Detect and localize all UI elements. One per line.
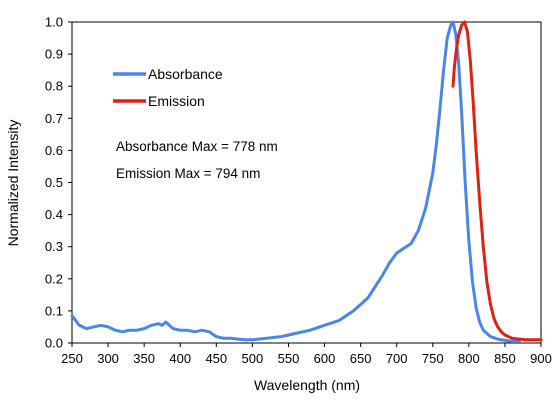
y-tick-label: 0.2	[45, 271, 63, 286]
x-tick-label: 400	[169, 351, 191, 366]
y-tick-label: 0.4	[45, 207, 63, 222]
x-tick-label: 550	[278, 351, 300, 366]
y-tick-label: 0.6	[45, 143, 63, 158]
x-tick-label: 250	[61, 351, 83, 366]
legend: Absorbance Emission	[113, 66, 223, 109]
annotation-emission-max: Emission Max = 794 nm	[116, 166, 260, 181]
legend-label-absorbance: Absorbance	[148, 66, 223, 82]
x-tick-label: 850	[494, 351, 516, 366]
y-tick-label: 0.0	[45, 336, 63, 351]
x-tick-label: 300	[97, 351, 119, 366]
y-axis-title: Normalized Intensity	[5, 120, 21, 247]
y-tick-label: 1.0	[45, 15, 63, 30]
x-tick-label: 500	[242, 351, 264, 366]
x-tick-label: 750	[422, 351, 444, 366]
annotation-absorbance-max: Absorbance Max = 778 nm	[116, 139, 278, 154]
x-tick-label: 600	[314, 351, 336, 366]
y-tick-label: 0.5	[45, 175, 63, 190]
x-tick-label: 350	[133, 351, 155, 366]
y-tick-label: 0.8	[45, 79, 63, 94]
series-lines	[70, 20, 543, 343]
y-axis-ticks: 0.0 0.1 0.2 0.3 0.4 0.5 0.6 0.7 0.8 0.9 1.0	[45, 15, 72, 351]
series-line-absorbance	[70, 20, 521, 343]
x-tick-label: 450	[205, 351, 227, 366]
x-tick-label: 700	[386, 351, 408, 366]
legend-label-emission: Emission	[148, 93, 205, 109]
x-axis-ticks: 250 300 350 400 450 500 550 600 650 700 750 800 850 9…	[61, 343, 552, 366]
y-tick-label: 0.9	[45, 47, 63, 62]
y-tick-label: 0.7	[45, 111, 63, 126]
series-line-emission	[451, 20, 543, 342]
y-tick-label: 0.1	[45, 303, 63, 318]
x-tick-label: 650	[350, 351, 372, 366]
x-axis-title: Wavelength (nm)	[254, 377, 360, 393]
x-tick-label: 800	[458, 351, 480, 366]
x-tick-label: 900	[530, 351, 552, 366]
y-tick-label: 0.3	[45, 239, 63, 254]
